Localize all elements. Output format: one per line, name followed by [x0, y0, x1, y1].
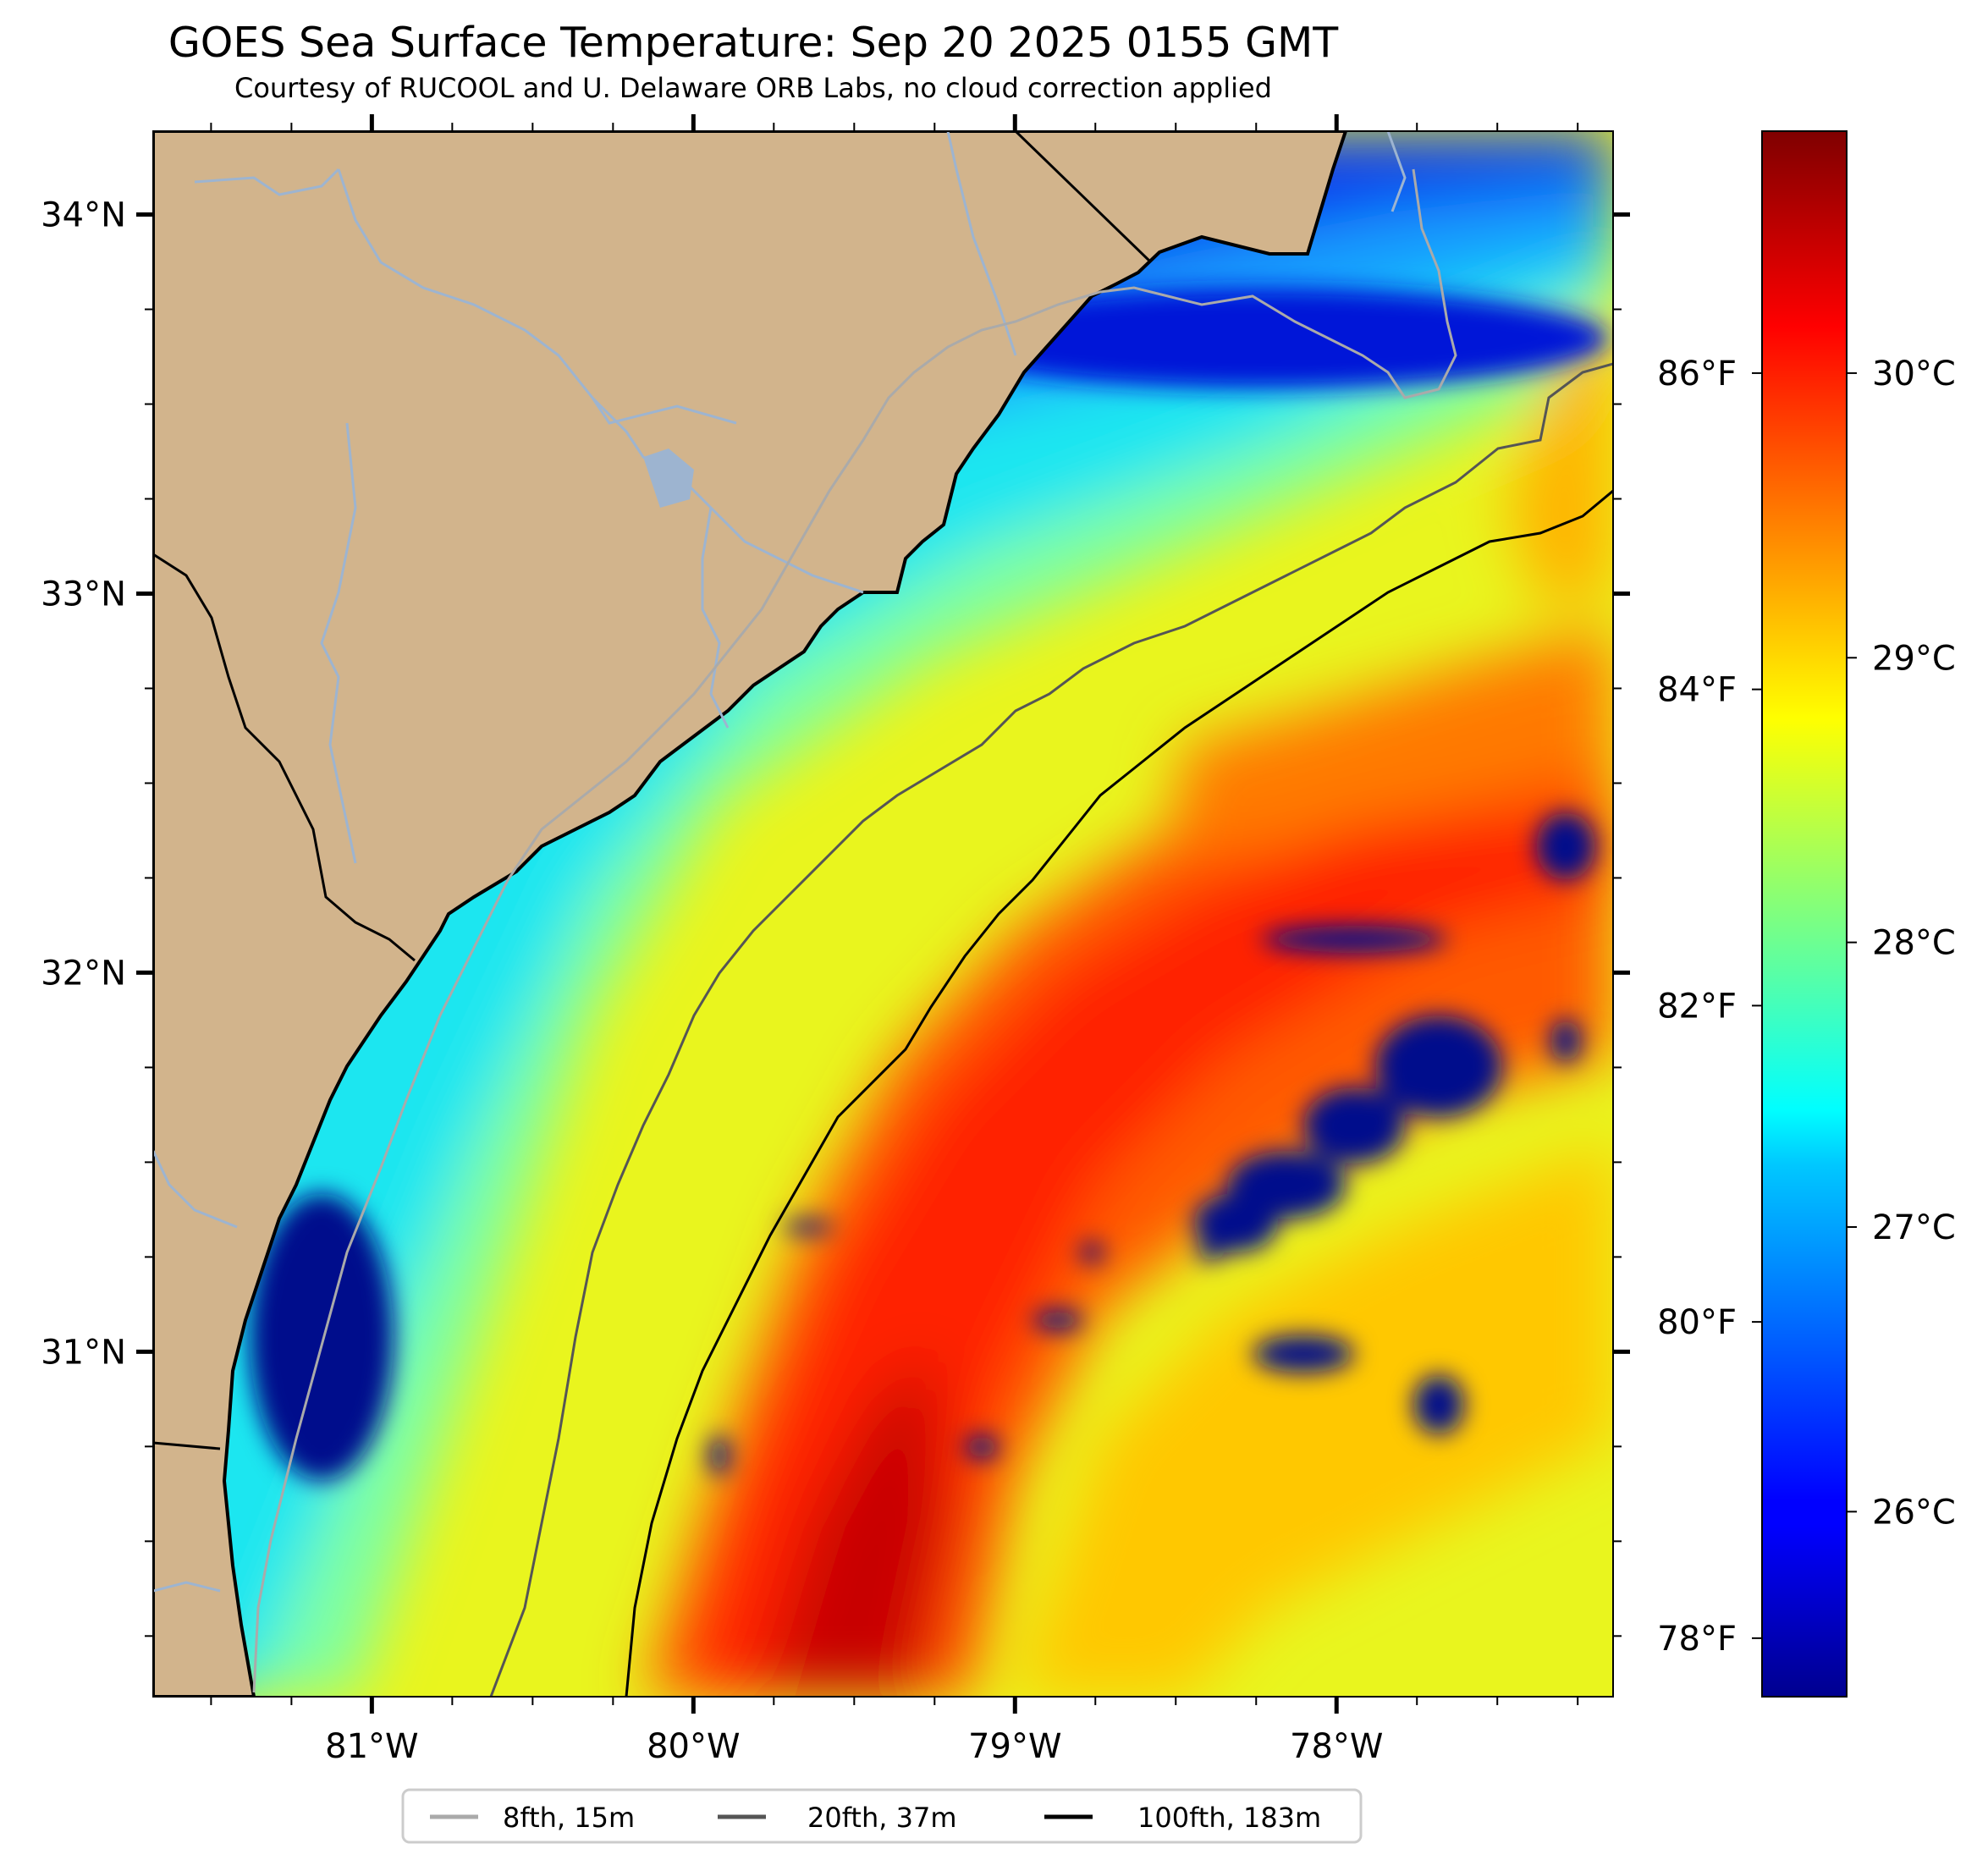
legend-label-0: 8fth, 15m: [503, 1802, 635, 1834]
legend-box: [401, 1788, 1363, 1844]
celsius-tick-label: 26°C: [1872, 1493, 1956, 1532]
fahrenheit-tick-label: 80°F: [1657, 1303, 1737, 1342]
map-subtitle: Courtesy of RUCOOL and U. Delaware ORB L…: [234, 72, 1272, 104]
fahrenheit-tick-label: 82°F: [1657, 987, 1737, 1026]
map-frame: [152, 130, 1614, 1698]
fahrenheit-tick-label: 86°F: [1657, 355, 1737, 393]
colorbar-ticks: 26°C 27°C 28°C 29°C 30°C 78°F 80°F 82°F 84°F 86°F: [1657, 355, 1956, 1659]
contour-100fth: [625, 489, 1613, 1697]
celsius-tick-label: 28°C: [1872, 924, 1956, 963]
map-panel: [152, 130, 1614, 1698]
map-axes: 81°W 80°W 79°W 78°W 34°N 33°N 32°N 31°N: [41, 114, 1630, 1766]
celsius-tick-label: 30°C: [1872, 355, 1956, 393]
sst-field: [153, 131, 1613, 1697]
legend-label-1: 20fth, 37m: [807, 1802, 956, 1834]
lat-tick-label: 31°N: [41, 1333, 126, 1372]
fahrenheit-tick-label: 84°F: [1657, 671, 1737, 710]
fahrenheit-tick-label: 78°F: [1657, 1620, 1737, 1659]
land-mass: [153, 131, 1348, 1697]
lat-tick-label: 33°N: [41, 575, 126, 614]
state-borders: [153, 131, 1153, 1450]
colorbar-gradient: [1761, 130, 1848, 1698]
lon-tick-label: 78°W: [1290, 1727, 1383, 1766]
lat-tick-label: 34°N: [41, 196, 126, 235]
lat-tick-label: 32°N: [41, 954, 126, 993]
rivers: [153, 131, 1407, 1593]
celsius-tick-label: 27°C: [1872, 1208, 1956, 1247]
bathymetry-contours: [252, 168, 1613, 1697]
legend: 8fth, 15m 20fth, 37m 100fth, 183m: [401, 1788, 1363, 1844]
lon-tick-label: 79°W: [968, 1727, 1061, 1766]
contour-8fth: [252, 168, 1457, 1693]
colorbar: 26°C 27°C 28°C 29°C 30°C 78°F 80°F 82°F 84°F 86°F: [1657, 130, 1956, 1698]
map-title: GOES Sea Surface Temperature: Sep 20 202…: [168, 19, 1339, 67]
celsius-tick-label: 29°C: [1872, 639, 1956, 678]
contour-20fth: [489, 362, 1613, 1697]
legend-label-2: 100fth, 183m: [1137, 1802, 1321, 1834]
lon-tick-label: 81°W: [325, 1727, 418, 1766]
lon-tick-label: 80°W: [647, 1727, 740, 1766]
